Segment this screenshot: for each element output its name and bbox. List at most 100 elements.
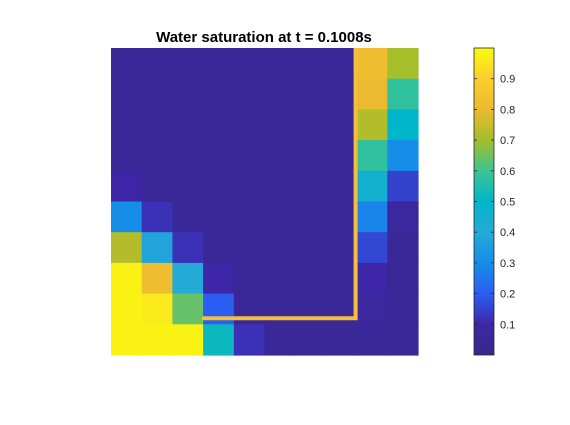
heatmap-cells (111, 48, 419, 356)
colorbar: 0.1 0.2 0.3 0.4 0.5 0.6 0.7 0.8 0.9 (473, 47, 515, 356)
heatmap-cell-r7-c5 (264, 262, 296, 295)
heatmap-cell-r2-c4 (233, 109, 266, 141)
well-path-line (202, 48, 358, 321)
heatmap-cell-r0-c8 (356, 48, 388, 80)
heatmap-cell-r4-c3 (203, 170, 235, 203)
heatmap-cell-r0-c2 (172, 48, 204, 80)
heatmap-cell-r9-c9 (387, 324, 419, 356)
heatmap-cell-r7-c7 (325, 262, 358, 295)
heatmap-cell-r0-c6 (295, 48, 327, 80)
heatmap-cell-r9-c8 (356, 324, 388, 356)
heatmap-cell-r3-c0 (111, 140, 143, 172)
heatmap-cell-r5-c7 (325, 201, 358, 233)
heatmap-cell-r6-c3 (203, 232, 235, 264)
heatmap-cell-r4-c2 (172, 170, 204, 203)
heatmap-cell-r8-c2 (172, 293, 204, 325)
heatmap-cell-r1-c8 (356, 78, 388, 110)
heatmap-cell-r2-c0 (111, 109, 143, 141)
heatmap-cell-r2-c1 (141, 109, 173, 141)
heatmap-cell-r7-c0 (111, 262, 143, 295)
heatmap-cell-r3-c5 (264, 140, 296, 172)
heatmap-cell-r9-c1 (141, 324, 173, 356)
heatmap-cell-r0-c0 (111, 48, 143, 80)
heatmap-cell-r1-c0 (111, 78, 143, 110)
heatmap-cell-r0-c4 (233, 48, 266, 80)
heatmap-cell-r5-c1 (141, 201, 173, 233)
heatmap-cell-r5-c9 (387, 201, 419, 233)
colorbar-tick-label: 0.8 (500, 104, 515, 116)
heatmap-cell-r3-c6 (295, 140, 327, 172)
heatmap-cell-r3-c1 (141, 140, 173, 172)
heatmap-cell-r9-c3 (203, 324, 235, 356)
heatmap-cell-r3-c7 (325, 140, 358, 172)
heatmap-cell-r2-c2 (172, 109, 204, 141)
heatmap-cell-r8-c8 (356, 293, 388, 325)
heatmap-cell-r8-c0 (111, 293, 143, 325)
heatmap-cell-r6-c8 (356, 232, 388, 264)
heatmap-cell-r0-c3 (203, 48, 235, 80)
well-path (202, 48, 358, 321)
heatmap-cell-r1-c6 (295, 78, 327, 110)
heatmap-cell-r9-c2 (172, 324, 204, 356)
chart-title: Water saturation at t = 0.1008s (156, 29, 372, 46)
colorbar-tick-label: 0.4 (500, 227, 515, 239)
heatmap-cell-r8-c9 (387, 293, 419, 325)
heatmap-cell-r1-c1 (141, 78, 173, 110)
heatmap-cell-r6-c9 (387, 232, 419, 264)
heatmap-cell-r4-c9 (387, 170, 419, 203)
heatmap-cell-r9-c0 (111, 324, 143, 356)
heatmap-cell-r7-c6 (295, 262, 327, 295)
heatmap-cell-r7-c9 (387, 262, 419, 295)
heatmap-cell-r0-c9 (387, 48, 419, 80)
heatmap-cell-r6-c4 (233, 232, 266, 264)
heatmap-cell-r3-c4 (233, 140, 266, 172)
heatmap-cell-r7-c8 (356, 262, 388, 295)
heatmap-cell-r3-c3 (203, 140, 235, 172)
heatmap-cell-r2-c5 (264, 109, 296, 141)
heatmap-cell-r6-c5 (264, 232, 296, 264)
colorbar-tick-label: 0.6 (500, 166, 515, 178)
heatmap-cell-r7-c2 (172, 262, 204, 295)
heatmap-cell-r5-c4 (233, 201, 266, 233)
heatmap-cell-r1-c3 (203, 78, 235, 110)
heatmap-cell-r4-c7 (325, 170, 358, 203)
heatmap-cell-r7-c4 (233, 262, 266, 295)
colorbar-tick-label: 0.3 (500, 258, 515, 270)
heatmap-cell-r5-c8 (356, 201, 388, 233)
colorbar-tick-label: 0.2 (500, 289, 515, 301)
heatmap-cell-r6-c6 (295, 232, 327, 264)
heatmap-cell-r4-c1 (141, 170, 173, 203)
heatmap-cell-r4-c8 (356, 170, 388, 203)
heatmap-cell-r1-c4 (233, 78, 266, 110)
heatmap-cell-r5-c0 (111, 201, 143, 233)
heatmap-cell-r3-c9 (387, 140, 419, 172)
heatmap-cell-r6-c0 (111, 232, 143, 264)
heatmap-cell-r5-c5 (264, 201, 296, 233)
heatmap-cell-r2-c7 (325, 109, 358, 141)
heatmap-cell-r5-c6 (295, 201, 327, 233)
heatmap-cell-r4-c6 (295, 170, 327, 203)
heatmap-cell-r0-c1 (141, 48, 173, 80)
heatmap-cell-r3-c2 (172, 140, 204, 172)
heatmap-cell-r1-c5 (264, 78, 296, 110)
heatmap-cell-r9-c5 (264, 324, 296, 356)
heatmap-cell-r1-c9 (387, 78, 419, 110)
heatmap-cell-r9-c4 (233, 324, 266, 356)
heatmap-cell-r3-c8 (356, 140, 388, 172)
heatmap-cell-r9-c7 (325, 324, 358, 356)
heatmap-cell-r0-c5 (264, 48, 296, 80)
colorbar-tick-label: 0.1 (500, 319, 515, 331)
heatmap-cell-r1-c2 (172, 78, 204, 110)
heatmap-cell-r6-c1 (141, 232, 173, 264)
heatmap-cell-r2-c3 (203, 109, 235, 141)
colorbar-tick-label: 0.5 (500, 197, 515, 209)
heatmap-cell-r7-c1 (141, 262, 173, 295)
heatmap-cell-r6-c2 (172, 232, 204, 264)
heatmap-cell-r0-c7 (325, 48, 358, 80)
heatmap-cell-r5-c3 (203, 201, 235, 233)
colorbar-tick-label: 0.7 (500, 135, 515, 147)
heatmap-cell-r9-c6 (295, 324, 327, 356)
heatmap-cell-r8-c1 (141, 293, 173, 325)
